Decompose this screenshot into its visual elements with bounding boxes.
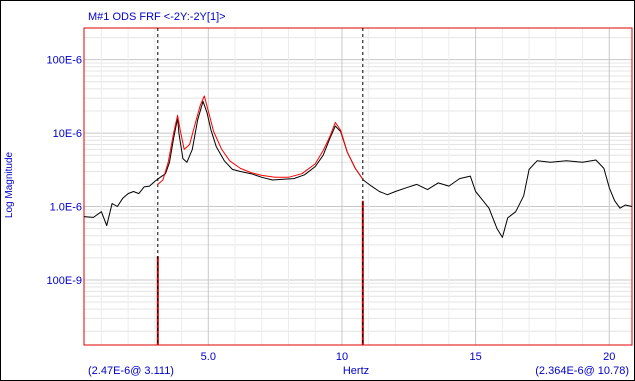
cursor-readout-right: (2.364E-6@ 10.78) bbox=[535, 365, 629, 377]
x-tick-label: 15 bbox=[469, 351, 481, 363]
cursors[interactable] bbox=[157, 28, 364, 345]
curve-fit-line bbox=[157, 95, 364, 185]
cursor-readout-left: (2.47E-6@ 3.111) bbox=[88, 365, 174, 377]
y-tick-label: 1.0E-6 bbox=[50, 202, 82, 214]
y-tick-label: 100E-6 bbox=[47, 55, 82, 67]
y-tick-label: 100E-9 bbox=[47, 275, 82, 287]
series bbox=[83, 95, 633, 238]
measured-frf-line bbox=[83, 100, 633, 238]
x-tick-label: 5.0 bbox=[201, 351, 216, 363]
x-tick-label: 10 bbox=[336, 351, 348, 363]
y-tick-labels: 100E-6 10E-6 1.0E-6 100E-9 bbox=[47, 55, 82, 287]
x-tick-label: 20 bbox=[603, 351, 615, 363]
x-tick-labels: 5.0 10 15 20 bbox=[201, 351, 616, 363]
chart-title: M#1 ODS FRF <-2Y:-2Y[1]> bbox=[88, 11, 226, 23]
y-axis-label: Log Magnitude bbox=[4, 151, 15, 218]
y-tick-label: 10E-6 bbox=[53, 128, 82, 140]
x-axis-label: Hertz bbox=[343, 365, 369, 377]
plot-area-border bbox=[83, 27, 633, 346]
grid bbox=[84, 28, 632, 345]
